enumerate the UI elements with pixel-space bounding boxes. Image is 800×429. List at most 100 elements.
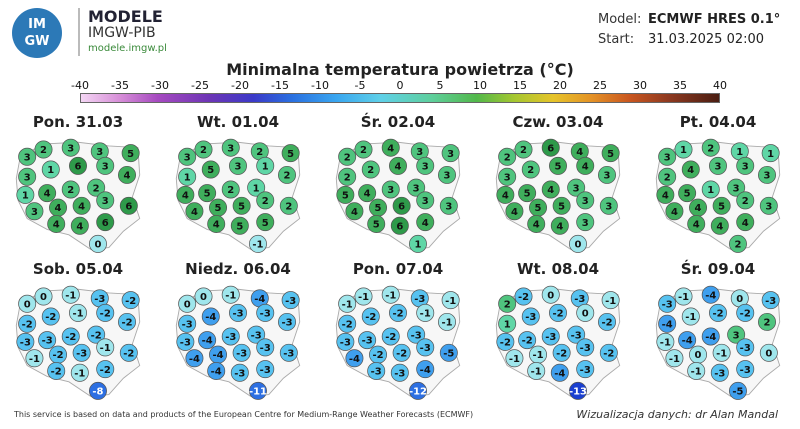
- station-marker: 3: [25, 202, 44, 221]
- station-marker: -3: [390, 363, 409, 382]
- scale-tick: -10: [311, 79, 329, 92]
- station-marker: -8: [88, 381, 107, 400]
- station-value: 4: [364, 189, 371, 200]
- station-marker: 4: [527, 214, 546, 233]
- station-value: -3: [180, 338, 191, 349]
- station-value: -4: [212, 350, 223, 361]
- station-dot: [367, 214, 386, 233]
- station-value: 3: [102, 161, 109, 172]
- station-dot: [338, 167, 357, 186]
- temperature-colorbar: [80, 93, 720, 103]
- station-marker: -1: [438, 312, 457, 331]
- station-marker: 2: [194, 140, 213, 159]
- station-marker: -2: [369, 345, 388, 364]
- station-value: 0: [575, 240, 582, 251]
- station-value: -2: [100, 308, 111, 319]
- poland-map: 22 6 4 532 5 434 5 4 34 5 5 3 34 4 30: [495, 138, 621, 253]
- station-dot: [408, 234, 427, 253]
- brand-url[interactable]: modele.imgw.pl: [88, 43, 167, 54]
- station-dot: [576, 156, 595, 175]
- station-value: 1: [736, 147, 743, 158]
- station-marker: -4: [345, 349, 364, 368]
- station-marker: -3: [541, 327, 560, 346]
- station-value: 4: [533, 220, 540, 231]
- station-dot: [498, 167, 517, 186]
- station-dot: [438, 165, 457, 184]
- station-marker: 3: [576, 191, 595, 210]
- station-dot: [567, 325, 586, 344]
- station-marker: 5: [529, 198, 548, 217]
- station-marker: -4: [207, 361, 226, 380]
- station-value: -2: [500, 338, 511, 349]
- station-marker: -2: [47, 361, 66, 380]
- station-dot: [390, 363, 409, 382]
- station-dot: [441, 144, 460, 163]
- station-marker: 2: [736, 191, 755, 210]
- station-dot: [759, 196, 778, 215]
- station-dot: [96, 156, 115, 175]
- station-dot: [176, 185, 195, 204]
- station-dot: [87, 325, 106, 344]
- station-value: -2: [125, 296, 136, 307]
- station-marker: 3: [61, 138, 80, 157]
- scale-tick: -40: [71, 79, 89, 92]
- station-value: -1: [342, 299, 353, 310]
- station-marker: 3: [439, 196, 458, 215]
- station-value: -1: [691, 367, 702, 378]
- station-dot: [87, 178, 106, 197]
- station-value: 0: [547, 290, 554, 301]
- station-marker: 4: [185, 202, 204, 221]
- station-value: -3: [545, 332, 556, 343]
- station-value: -3: [362, 336, 373, 347]
- station-dot: [72, 196, 91, 215]
- station-dot: [256, 191, 275, 210]
- station-value: 5: [215, 203, 222, 214]
- station-value: 3: [605, 201, 612, 212]
- station-dot: [658, 167, 677, 186]
- station-value: 3: [184, 152, 191, 163]
- station-value: -4: [682, 336, 693, 347]
- station-marker: 5: [121, 144, 140, 163]
- station-value: 2: [284, 171, 291, 182]
- station-value: 4: [716, 221, 723, 232]
- station-dot: [527, 214, 546, 233]
- station-value: 4: [182, 191, 189, 202]
- model-label: Model:: [598, 12, 642, 27]
- station-dot: [658, 294, 677, 313]
- station-marker: 6: [392, 196, 411, 215]
- station-value: -2: [522, 336, 533, 347]
- station-dot: [736, 191, 755, 210]
- station-marker: 2: [61, 180, 80, 199]
- station-dot: [568, 234, 587, 253]
- station-value: 5: [524, 189, 531, 200]
- station-value: -2: [601, 318, 612, 329]
- station-marker: 3: [727, 178, 746, 197]
- station-dot: [281, 291, 300, 310]
- station-marker: -1: [25, 349, 44, 368]
- station-dot: [552, 196, 571, 215]
- station-marker: 4: [416, 213, 435, 232]
- station-value: 5: [236, 221, 243, 232]
- day-panel: Wt. 08.04 2 -2 0 -3 -1 1 -3 -2 0 -2 -2 -2 -3 -3 -1 -1 -2-…: [480, 260, 636, 405]
- station-value: 1: [262, 161, 269, 172]
- station-marker: -1: [354, 287, 373, 306]
- station-value: 3: [504, 172, 511, 183]
- station-dot: [727, 325, 746, 344]
- station-value: -3: [234, 368, 245, 379]
- station-dot: [248, 381, 267, 400]
- station-marker: 3: [96, 156, 115, 175]
- station-marker: 5: [518, 184, 537, 203]
- station-marker: 4: [541, 180, 560, 199]
- station-marker: -3: [407, 325, 426, 344]
- station-dot: [381, 180, 400, 199]
- station-value: 4: [582, 161, 589, 172]
- station-marker: 4: [49, 198, 68, 217]
- station-marker: 0: [689, 345, 708, 364]
- station-marker: -2: [87, 325, 106, 344]
- station-marker: 2: [498, 294, 517, 313]
- station-marker: -2: [709, 303, 727, 322]
- station-value: 3: [413, 183, 420, 194]
- station-marker: 3: [229, 156, 247, 175]
- station-value: 4: [693, 220, 700, 231]
- station-value: -4: [554, 368, 565, 379]
